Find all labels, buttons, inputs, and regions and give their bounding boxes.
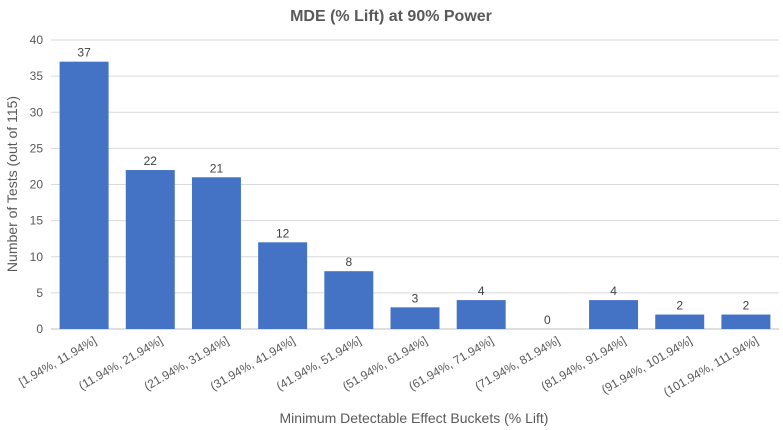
bar <box>258 242 308 329</box>
data-label: 4 <box>610 284 617 298</box>
x-axis-title: Minimum Detectable Effect Buckets (% Lif… <box>280 410 549 426</box>
data-label: 8 <box>345 255 352 269</box>
y-axis-title: Number of Tests (out of 115) <box>4 96 20 272</box>
y-tick-label: 30 <box>30 105 44 119</box>
chart-title: MDE (% Lift) at 90% Power <box>290 8 492 25</box>
data-label: 22 <box>144 154 158 168</box>
y-tick-label: 15 <box>30 214 44 228</box>
bar <box>191 177 241 329</box>
data-label: 2 <box>676 299 683 313</box>
x-axis-ticks: [1.94%, 11.94%](11.94%, 21.94%](21.94%, … <box>16 333 760 399</box>
bar <box>390 307 440 329</box>
data-label: 21 <box>210 161 224 175</box>
y-tick-label: 20 <box>30 178 44 192</box>
bar <box>655 314 705 329</box>
y-tick-label: 40 <box>30 33 44 47</box>
y-tick-label: 10 <box>30 250 44 264</box>
y-axis-ticks: 0 5 10 15 20 25 30 35 40 <box>30 33 44 336</box>
bar <box>589 300 639 329</box>
y-tick-label: 5 <box>36 286 43 300</box>
bar <box>59 61 109 330</box>
data-label: 37 <box>77 46 91 60</box>
data-label: 12 <box>276 226 290 240</box>
y-tick-label: 0 <box>36 322 43 336</box>
bar <box>456 300 506 329</box>
y-tick-label: 25 <box>30 141 44 155</box>
data-label: 3 <box>412 291 419 305</box>
bars <box>59 61 771 330</box>
y-tick-label: 35 <box>30 69 44 83</box>
data-label: 0 <box>544 313 551 327</box>
bar <box>324 271 374 329</box>
bar <box>125 170 175 329</box>
data-label: 2 <box>743 299 750 313</box>
data-label: 4 <box>478 284 485 298</box>
bar <box>721 314 771 329</box>
